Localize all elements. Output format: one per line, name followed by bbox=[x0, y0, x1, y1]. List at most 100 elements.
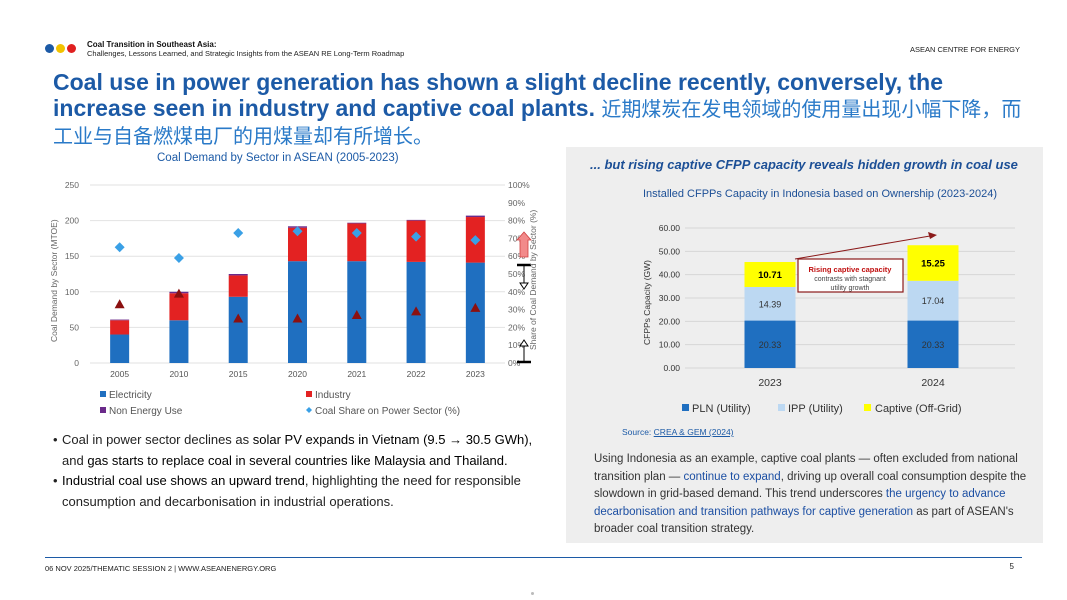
chart1-right-axis: 100% 90% 80% 70% 60% 50% 40% 30% 20% 10% 0% bbox=[508, 180, 530, 368]
chart1-y-tick-label: 50 bbox=[70, 322, 80, 332]
source-link[interactable]: CREA & GEM (2024) bbox=[653, 427, 734, 437]
chart1-y2-tick-label: 100% bbox=[508, 180, 530, 190]
chart1-y2-tick-label: 20% bbox=[508, 322, 525, 332]
logo-dot-red bbox=[67, 44, 76, 53]
chart1-y2-tick-label: 30% bbox=[508, 305, 525, 315]
chart1-bar-electricity bbox=[228, 296, 248, 363]
annotation-title: Rising captive capacity bbox=[809, 265, 893, 274]
annotation-box bbox=[797, 258, 904, 293]
chart1-bar-industry bbox=[110, 320, 130, 335]
chart1-bar-non-energy-use bbox=[406, 219, 426, 221]
logo-dot-yellow bbox=[56, 44, 65, 53]
headline-cn: 近期煤炭在发电领域的使用量出现小幅下降，而工业与自备燃煤电厂的用煤量却有所增长。 bbox=[53, 97, 1022, 148]
headline-en-line2: increase seen in industry and captive co… bbox=[53, 95, 595, 121]
chart1-marker-industry-share bbox=[470, 302, 481, 312]
chart1-x-tick-label: 2010 bbox=[169, 369, 188, 379]
chart2-bars: 20.33 14.39 10.71 20.33 17.04 15.25 bbox=[744, 245, 959, 368]
legend-label-pln: PLN (Utility) bbox=[692, 403, 751, 415]
chart2-data-label: 10.71 bbox=[758, 270, 782, 281]
chart1-title: Coal Demand by Sector in ASEAN (2005-202… bbox=[157, 152, 399, 164]
chart1-y2-tick-label: 10% bbox=[508, 340, 525, 350]
chart2-y-tick-label: 40.00 bbox=[659, 270, 681, 280]
source-label: Source: bbox=[622, 427, 652, 437]
bullet-highlight: gas starts to replace coal in several co… bbox=[87, 452, 508, 468]
trend-arrow-head-icon bbox=[928, 232, 937, 239]
chart1-marker-industry-share bbox=[351, 309, 362, 319]
chart2-y-axis: 60.00 50.00 40.00 30.00 20.00 10.00 0.00 bbox=[659, 223, 681, 373]
chart1-bar-non-energy-use bbox=[110, 319, 130, 321]
chart1-y2-axis-label: Share of Coal Demand by Sector (%) bbox=[528, 210, 538, 350]
para-text: Using Indonesia as an example, captive c… bbox=[594, 453, 1018, 483]
legend-label-ipp: IPP (Utility) bbox=[788, 403, 843, 415]
chart1-left-axis: 250 200 150 100 50 0 bbox=[65, 180, 79, 368]
chart2-x-axis: 2023 2024 bbox=[758, 377, 945, 389]
source-citation: Source: CREA & GEM (2024) bbox=[622, 427, 734, 437]
bullet-highlight: Industrial coal use shows an upward tren… bbox=[62, 473, 305, 488]
chart1-marker-power-share bbox=[411, 231, 422, 242]
report-subtitle: Challenges, Lessons Learned, and Strateg… bbox=[87, 49, 405, 58]
legend-swatch-industry bbox=[306, 391, 312, 397]
slide-marker-dot bbox=[531, 592, 534, 595]
chart1-x-tick-label: 2020 bbox=[288, 369, 307, 379]
chart2-y-tick-label: 60.00 bbox=[659, 223, 681, 233]
range-bracket-icon bbox=[517, 263, 531, 290]
chart2-y-tick-label: 10.00 bbox=[659, 340, 681, 350]
page-number: 5 bbox=[1009, 562, 1014, 571]
chart2-y-tick-label: 20.00 bbox=[659, 316, 681, 326]
report-title: Coal Transition in Southeast Asia: bbox=[87, 40, 217, 49]
chart1-bar-industry bbox=[169, 293, 189, 321]
chart1-marker-industry-share bbox=[114, 299, 125, 309]
chart2-y-tick-label: 0.00 bbox=[663, 363, 680, 373]
chart1-marker-power-share bbox=[470, 235, 481, 246]
chart1-y2-tick-label: 40% bbox=[508, 287, 525, 297]
chart2-bar-ipp-utility bbox=[744, 286, 796, 321]
chart1-y2-tick-label: 60% bbox=[508, 251, 525, 261]
para-highlight: continue to expand bbox=[683, 470, 781, 483]
up-arrow-icon bbox=[516, 231, 532, 258]
chart1-marker-power-share bbox=[114, 242, 125, 253]
bullet-highlight: solar PV expands in Vietnam (9.5 → 30.5 … bbox=[252, 432, 533, 447]
range-bracket-icon bbox=[517, 339, 531, 364]
legend-swatch-non-energy bbox=[100, 407, 106, 413]
chart2-x-tick-label: 2023 bbox=[758, 377, 782, 389]
chart1-y-axis-label: Coal Demand by Sector (MTOE) bbox=[49, 219, 59, 342]
para-text: , driving up overall coal consumption de… bbox=[594, 470, 1027, 501]
chart1-marker-industry-share bbox=[292, 313, 303, 323]
chart2-data-label: 20.33 bbox=[759, 340, 782, 350]
chart1-marker-industry-share bbox=[233, 313, 244, 323]
chart1-y-tick-label: 150 bbox=[65, 251, 79, 261]
chart2-x-tick-label: 2024 bbox=[921, 377, 945, 389]
footer-text: 06 NOV 2025/THEMATIC SESSION 2 | WWW.ASE… bbox=[45, 564, 277, 573]
legend-label-non-energy: Non Energy Use bbox=[109, 406, 183, 417]
chart1-y2-tick-label: 90% bbox=[508, 198, 525, 208]
chart1-x-tick-label: 2022 bbox=[407, 369, 426, 379]
chart1-x-tick-label: 2005 bbox=[110, 369, 129, 379]
chart1-bar-non-energy-use bbox=[228, 274, 248, 276]
chart1-bar-non-energy-use bbox=[347, 222, 367, 224]
chart2-legend: PLN (Utility) IPP (Utility) Captive (Off… bbox=[682, 403, 962, 415]
para-highlight: the urgency to advance decarbonisation a… bbox=[594, 488, 1006, 518]
panel-paragraph: Using Indonesia as an example, captive c… bbox=[594, 451, 1034, 539]
legend-swatch-captive bbox=[864, 404, 871, 411]
chart2-y-tick-label: 50.00 bbox=[659, 246, 681, 256]
chart1-marker-industry-share bbox=[173, 288, 184, 298]
para-text: as part of ASEAN's broader coal transiti… bbox=[594, 505, 1014, 536]
chart1-marker-power-share bbox=[233, 228, 244, 239]
chart1-bar-electricity bbox=[110, 334, 130, 363]
footer-divider bbox=[45, 557, 1022, 558]
bullet-list: • Coal in power sector declines as solar… bbox=[53, 430, 553, 512]
chart1-marker-power-share bbox=[351, 228, 362, 239]
chart1-y-tick-label: 250 bbox=[65, 180, 79, 190]
chart1-y2-tick-label: 70% bbox=[508, 233, 525, 243]
chart2-y-tick-label: 30.00 bbox=[659, 293, 681, 303]
legend-swatch-ipp bbox=[778, 404, 785, 411]
bullet-text: and bbox=[62, 452, 88, 468]
chart2-bar-pln-utility bbox=[907, 320, 959, 368]
annotation-body-line2: utility growth bbox=[831, 285, 870, 292]
bullet-marker: • bbox=[53, 432, 58, 447]
bullet-text: , highlighting the need for responsible … bbox=[62, 473, 521, 509]
chart2-gridlines bbox=[685, 227, 1015, 369]
chart1-x-tick-label: 2015 bbox=[229, 369, 248, 379]
chart1-bar-electricity bbox=[169, 320, 189, 363]
logo-dot-blue bbox=[45, 44, 54, 53]
